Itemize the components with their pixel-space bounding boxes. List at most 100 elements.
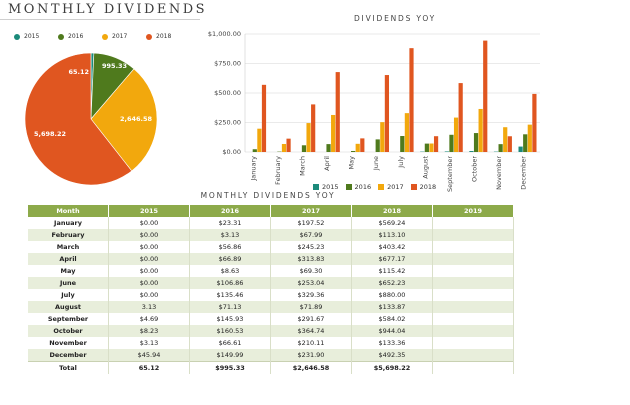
bar-2015-september: [444, 151, 449, 152]
pie-slice-2018: [24, 52, 133, 186]
month-cell: March: [28, 241, 109, 253]
legend-item-2016: 2016: [345, 183, 371, 191]
monthly-dividends-table: Month 2015 2016 2017 2018 2019 January $0.00 $2…: [28, 205, 514, 374]
legend-label: 2017: [112, 33, 128, 40]
pie-label-2017: 2,646.58: [120, 115, 153, 123]
value-cell: $66.61: [189, 337, 271, 349]
bar-2016-october: [473, 133, 479, 152]
bar-2017-february: [281, 143, 287, 152]
x-tick-label: April: [323, 156, 331, 171]
month-cell: January: [28, 217, 109, 229]
x-tick-label: October: [471, 156, 479, 182]
value-cell: $677.17: [351, 253, 433, 265]
value-cell: $652.23: [351, 277, 433, 289]
legend-label: 2015: [24, 33, 40, 40]
value-cell: $0.00: [108, 265, 190, 277]
value-cell: $995.33: [189, 361, 271, 374]
column-header-2019: 2019: [432, 205, 514, 217]
value-cell: $364.74: [270, 325, 352, 337]
bar-2016-november: [498, 144, 503, 152]
value-cell: $210.11: [270, 337, 352, 349]
bar-2016-june: [375, 139, 380, 152]
legend-label: 2016: [68, 33, 84, 40]
value-cell: $329.36: [270, 289, 352, 301]
bar-2016-march: [301, 145, 307, 152]
value-cell: $66.89: [189, 253, 271, 265]
bar-2017-august: [429, 143, 434, 152]
value-cell: $0.00: [108, 241, 190, 253]
x-tick-label: August: [421, 156, 429, 179]
table-row: October $8.23 $160.53 $364.74 $944.04: [28, 325, 514, 337]
month-cell: Total: [28, 361, 109, 374]
bar-2015-october: [469, 151, 474, 152]
legend-swatch-2016: [58, 33, 64, 40]
bar-2018-december: [532, 93, 537, 152]
bar-2018-may: [360, 138, 365, 152]
x-tick-label: December: [520, 156, 528, 190]
y-tick-label: $0.00: [222, 148, 241, 156]
value-cell: [432, 325, 514, 337]
x-tick-label: January: [249, 156, 257, 182]
column-header-month: Month: [28, 205, 109, 217]
pie-slice-2017: [90, 68, 158, 172]
legend-swatch-2018: [410, 184, 417, 190]
month-cell: June: [28, 277, 109, 289]
bar-2017-april: [331, 114, 336, 152]
legend-item-2018: 2018: [410, 183, 436, 191]
value-cell: 3.13: [108, 301, 190, 313]
value-cell: $8.23: [108, 325, 190, 337]
column-header-2017: 2017: [270, 205, 352, 217]
bar-2017-september: [453, 117, 459, 152]
bar-2016-september: [449, 134, 454, 152]
value-cell: $67.99: [270, 229, 352, 241]
value-cell: $197.52: [270, 217, 352, 229]
value-cell: $2,646.58: [270, 361, 352, 374]
y-tick-label: $1,000.00: [208, 30, 241, 38]
bar-2015-december: [518, 146, 523, 152]
table-row: June $0.00 $106.86 $253.04 $652.23: [28, 277, 514, 289]
bar-2018-october: [483, 40, 488, 152]
legend-swatch-2015: [14, 33, 20, 40]
legend-item-2015: 2015: [313, 183, 339, 191]
table-row: May $0.00 $8.63 $69.30 $115.42: [28, 265, 514, 277]
legend-item-2017: 2017: [378, 183, 404, 191]
bar-2018-august: [433, 136, 439, 152]
bar-2018-july: [409, 48, 414, 152]
legend-swatch-2018: [146, 33, 152, 40]
total-row: Total 65.12 $995.33 $2,646.58 $5,698.22: [28, 361, 514, 374]
value-cell: $245.23: [270, 241, 352, 253]
bar-2018-april: [335, 72, 340, 152]
value-cell: [432, 217, 514, 229]
bar-2016-july: [400, 136, 405, 152]
value-cell: $106.86: [189, 277, 271, 289]
legend-item-2017: 2017: [102, 33, 146, 40]
bar-2017-november: [503, 127, 508, 152]
x-tick-label: July: [397, 156, 405, 169]
pie-legend: 2015 2016 2017 2018: [14, 33, 190, 40]
bar-2016-april: [326, 144, 331, 152]
value-cell: $160.53: [189, 325, 271, 337]
y-tick-label: $500.00: [214, 89, 241, 97]
value-cell: [432, 265, 514, 277]
table-row: November $3.13 $66.61 $210.11 $133.36: [28, 337, 514, 349]
value-cell: $23.31: [189, 217, 271, 229]
x-tick-label: February: [274, 156, 282, 185]
column-header-2018: 2018: [351, 205, 433, 217]
month-cell: December: [28, 349, 109, 362]
legend-swatch-2016: [345, 184, 352, 190]
value-cell: $56.86: [189, 241, 271, 253]
value-cell: $115.42: [351, 265, 433, 277]
month-cell: May: [28, 265, 109, 277]
value-cell: $291.67: [270, 313, 352, 325]
title-divider: [0, 19, 200, 20]
legend-swatch-2015: [313, 184, 319, 190]
value-cell: $133.87: [351, 301, 433, 313]
value-cell: [432, 229, 514, 241]
bar-2016-december: [523, 134, 528, 152]
month-cell: September: [28, 313, 109, 325]
table-row: April $0.00 $66.89 $313.83 $677.17: [28, 253, 514, 265]
bar-chart-title: DIVIDENDS YOY: [353, 14, 437, 23]
value-cell: [432, 337, 514, 349]
value-cell: $0.00: [108, 289, 190, 301]
value-cell: $113.10: [351, 229, 433, 241]
